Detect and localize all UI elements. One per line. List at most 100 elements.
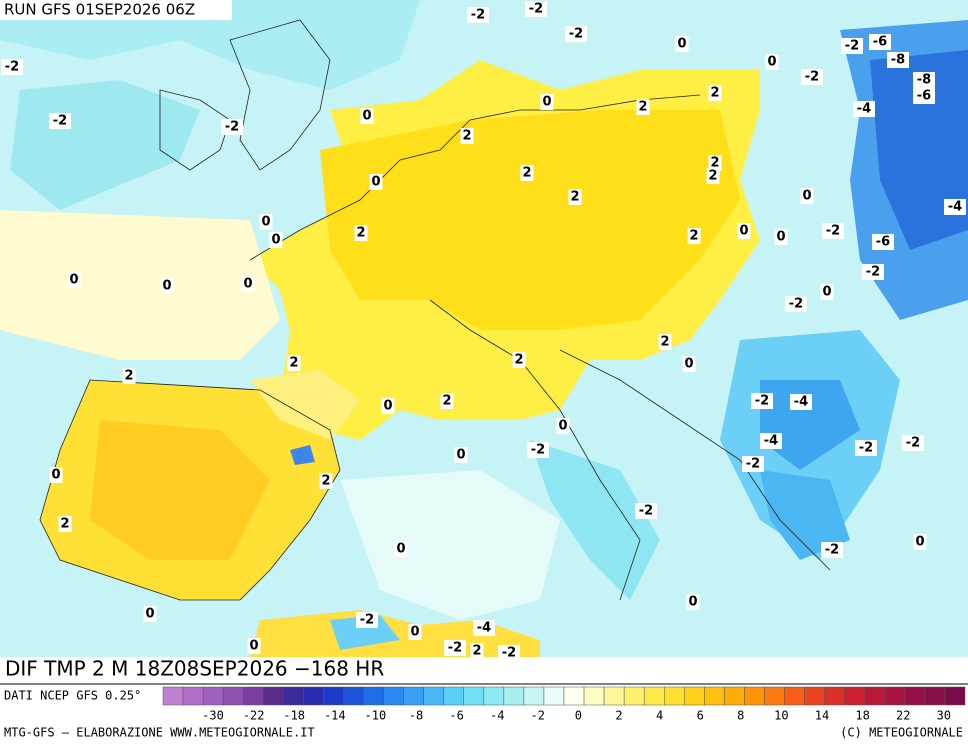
contour-label-box: [801, 69, 823, 85]
colorbar-swatch: [563, 686, 585, 706]
colorbar-swatch: [363, 686, 384, 706]
contour-label: -2: [53, 114, 67, 129]
colorbar-swatch: [263, 686, 284, 706]
colorbar-swatch: [784, 686, 805, 706]
contour-label: -2: [755, 394, 769, 409]
colorbar-swatch: [323, 686, 344, 706]
contour-label: 2: [514, 353, 523, 368]
colorbar-swatch: [904, 686, 926, 706]
contour-label: -4: [857, 102, 871, 117]
contour-label-box: [706, 168, 720, 184]
contour-label-box: [765, 54, 779, 70]
contour-label: -2: [360, 613, 374, 628]
contour-label-box: [1, 59, 23, 75]
colorbar-swatch: [643, 686, 665, 706]
contour-label-box: [520, 165, 534, 181]
contour-label-box: [241, 276, 255, 292]
contour-label: -2: [825, 543, 839, 558]
source-label: DATI NCEP GFS 0.25°: [4, 689, 141, 703]
contour-label: 2: [472, 644, 481, 659]
contour-label: -2: [789, 297, 803, 312]
run-box: [0, 0, 232, 20]
colorbar-tick-label: 6: [697, 709, 704, 723]
colorbar-swatch: [684, 686, 705, 706]
contour-label-box: [49, 467, 63, 483]
contour-label-box: [473, 620, 495, 636]
colorbar-swatch: [844, 686, 866, 706]
contour-label: 2: [710, 86, 719, 101]
colorbar-swatch: [503, 686, 525, 706]
contour-label: -6: [876, 235, 890, 250]
colorbar-swatch: [463, 686, 485, 706]
contour-label: 0: [69, 273, 78, 288]
contour-label-box: [800, 188, 814, 204]
contour-label: 0: [542, 95, 551, 110]
contour-label-box: [287, 355, 301, 371]
contour-label-box: [540, 94, 554, 110]
contour-label: 2: [708, 169, 717, 184]
contour-label-box: [737, 223, 751, 239]
colorbar-swatch: [283, 686, 304, 706]
contour-label-box: [913, 88, 935, 104]
contour-label: 2: [356, 226, 365, 241]
contour-label-box: [525, 1, 547, 17]
contour-label: -2: [859, 441, 873, 456]
contour-label: 2: [60, 517, 69, 532]
colorbar-swatch: [182, 686, 204, 706]
colorbar-swatch: [343, 686, 364, 706]
contour-label-box: [565, 26, 587, 42]
colorbar-swatch: [202, 686, 224, 706]
contour-label: 0: [558, 419, 567, 434]
contour-label: 0: [371, 175, 380, 190]
contour-label: 2: [289, 356, 298, 371]
contour-label: 2: [570, 190, 579, 205]
contour-label-box: [354, 225, 368, 241]
colorbar-swatch: [403, 686, 424, 706]
contour-label: 0: [362, 109, 371, 124]
contour-label-box: [454, 447, 468, 463]
contour-label: 0: [261, 215, 270, 230]
colorbar-swatch: [864, 686, 886, 706]
contour-label-box: [635, 503, 657, 519]
contour-label: -4: [948, 200, 962, 215]
colorbar-tick-label: -10: [365, 709, 387, 723]
colorbar-swatch: [222, 686, 244, 706]
contour-label: 2: [660, 335, 669, 350]
contour-label: -8: [891, 53, 905, 68]
colorbar-swatch: [704, 686, 725, 706]
footer-title: DIF TMP 2 M 18Z08SEP2026 −168 HR: [5, 657, 384, 681]
colorbar-swatch: [924, 686, 946, 706]
contour-label: 0: [767, 55, 776, 70]
contour-label-box: [913, 72, 935, 88]
contour-label-box: [143, 606, 157, 622]
colorbar-swatch: [824, 686, 845, 706]
contour-label-box: [686, 594, 700, 610]
contour-label: 0: [51, 468, 60, 483]
colorbar-tick-label: 30: [937, 709, 951, 723]
contour-label-box: [356, 612, 378, 628]
contour-label: 0: [249, 639, 258, 654]
contour-label: -6: [917, 89, 931, 104]
contour-label: -2: [845, 39, 859, 54]
contour-label: -4: [764, 434, 778, 449]
colorbar-swatch: [623, 686, 645, 706]
contour-label-box: [675, 36, 689, 52]
contour-label-box: [887, 52, 909, 68]
contour-label-box: [742, 456, 764, 472]
contour-label: 0: [802, 189, 811, 204]
contour-label-box: [444, 640, 466, 656]
contour-label-box: [247, 638, 261, 654]
contour-label-box: [49, 113, 71, 129]
contour-label-box: [913, 534, 927, 550]
contour-label-box: [902, 435, 924, 451]
contour-label-box: [944, 199, 966, 215]
colorbar-tick-label: -8: [409, 709, 423, 723]
contour-label-box: [67, 272, 81, 288]
contour-label-box: [708, 85, 722, 101]
contour-label: -4: [477, 621, 491, 636]
colorbar-tick-label: 2: [615, 709, 622, 723]
contour-label-box: [774, 229, 788, 245]
contour-label: 0: [383, 399, 392, 414]
